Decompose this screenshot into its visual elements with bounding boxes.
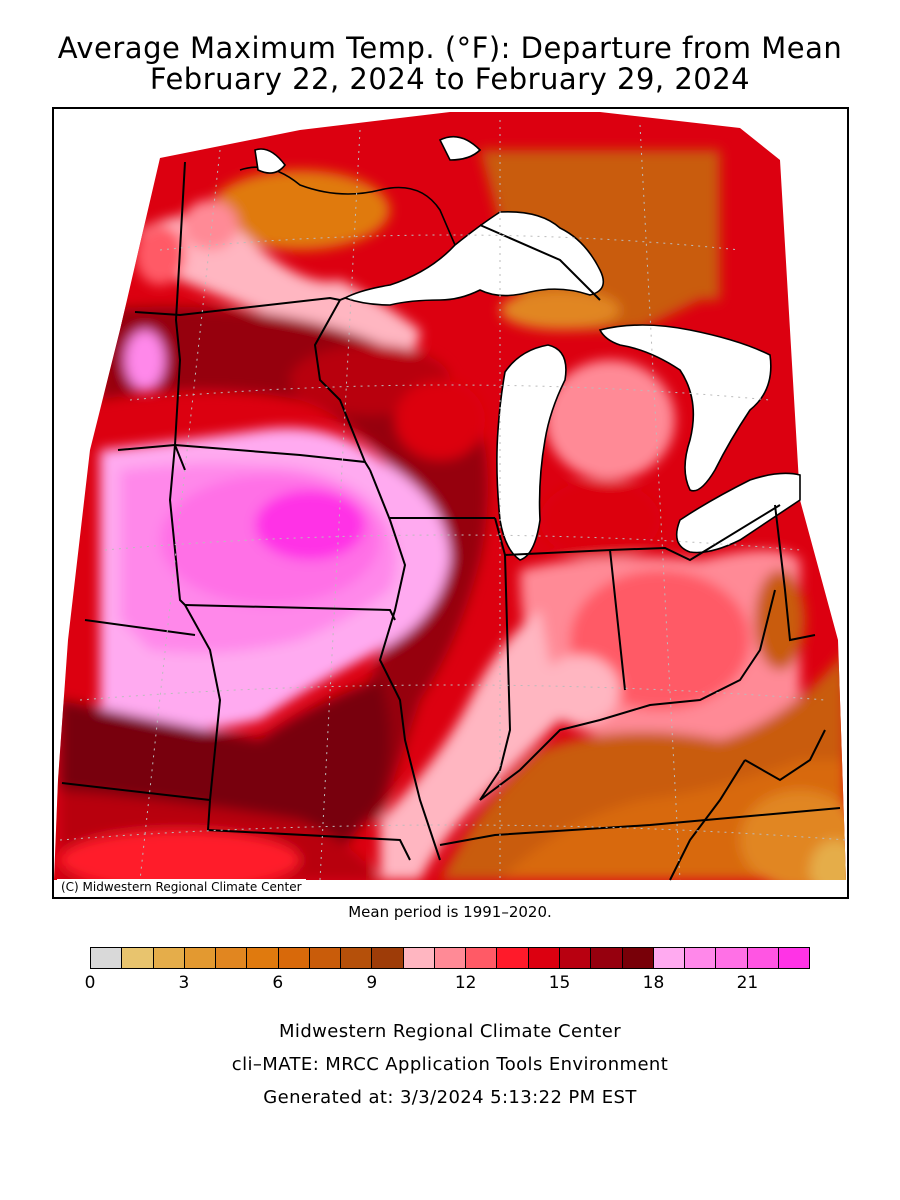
legend-swatch	[434, 948, 467, 968]
legend-swatch	[591, 948, 623, 968]
legend-swatch	[309, 948, 342, 968]
lake-superior	[343, 211, 605, 306]
legend-swatch	[466, 948, 498, 968]
graticule	[59, 120, 847, 881]
footer-tool: cli–MATE: MRCC Application Tools Environ…	[231, 1054, 669, 1075]
legend-tick-label: 15	[548, 973, 571, 993]
legend-swatch	[122, 948, 154, 968]
legend-swatch	[653, 948, 686, 968]
lake-michigan	[496, 344, 567, 561]
legend-swatch	[91, 948, 123, 968]
legend-swatch	[497, 948, 529, 968]
footer-org: Midwestern Regional Climate Center	[278, 1021, 622, 1042]
great-lakes	[239, 135, 801, 561]
legend-swatch	[184, 948, 217, 968]
legend-tick-label: 0	[84, 973, 96, 993]
map-title-line2: February 22, 2024 to February 29, 2024	[149, 62, 751, 96]
legend-swatch	[216, 948, 248, 968]
legend-tick-label: 3	[178, 973, 190, 993]
legend-swatch	[716, 948, 748, 968]
map-title-line1: Average Maximum Temp. (°F): Departure fr…	[57, 31, 843, 65]
mean-period-note: Mean period is 1991–2020.	[348, 903, 552, 921]
legend-swatch	[372, 948, 404, 968]
legend-swatch	[341, 948, 373, 968]
credit-label: (C) Midwestern Regional Climate Center	[57, 879, 306, 895]
footer-generated: Generated at: 3/3/2024 5:13:22 PM EST	[263, 1087, 637, 1108]
color-legend	[90, 947, 810, 969]
legend-swatch	[278, 948, 310, 968]
legend-tick-label: 9	[366, 973, 378, 993]
legend-swatch	[747, 948, 779, 968]
legend-swatch	[403, 948, 435, 968]
legend-tick-label: 12	[454, 973, 477, 993]
legend-swatch	[153, 948, 185, 968]
legend-tick-label: 18	[642, 973, 665, 993]
legend-swatch	[778, 948, 810, 968]
legend-tick-label: 6	[272, 973, 284, 993]
legend-tick-label: 21	[736, 973, 759, 993]
state-boundaries	[61, 161, 841, 881]
legend-swatch	[247, 948, 279, 968]
legend-swatch	[622, 948, 654, 968]
legend-swatch	[528, 948, 560, 968]
legend-swatch	[559, 948, 592, 968]
lake-huron	[598, 324, 772, 492]
legend-swatch	[685, 948, 717, 968]
